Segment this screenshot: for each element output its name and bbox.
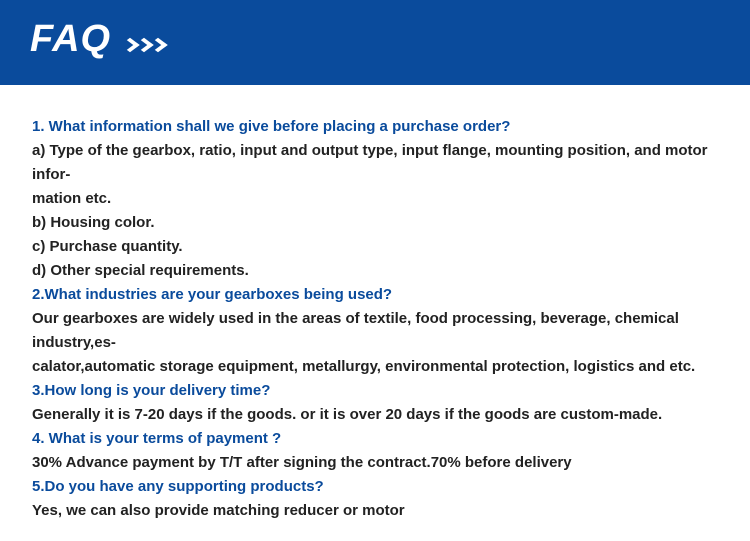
chevron-right-icon bbox=[124, 38, 163, 56]
faq-question-2: 2.What industries are your gearboxes bei… bbox=[32, 283, 718, 307]
faq-title: FAQ bbox=[30, 18, 111, 61]
faq-answer-5: Yes, we can also provide matching reduce… bbox=[32, 499, 718, 523]
faq-answer-1a2: mation etc. bbox=[32, 187, 718, 211]
faq-answer-1d: d) Other special requirements. bbox=[32, 259, 718, 283]
faq-content: 1. What information shall we give before… bbox=[0, 85, 750, 541]
faq-question-3: 3.How long is your delivery time? bbox=[32, 379, 718, 403]
faq-question-1: 1. What information shall we give before… bbox=[32, 115, 718, 139]
faq-answer-2a: Our gearboxes are widely used in the are… bbox=[32, 307, 718, 355]
faq-question-5: 5.Do you have any supporting products? bbox=[32, 475, 718, 499]
faq-header: FAQ bbox=[0, 0, 750, 85]
faq-question-4: 4. What is your terms of payment ? bbox=[32, 427, 718, 451]
faq-answer-1c: c) Purchase quantity. bbox=[32, 235, 718, 259]
faq-answer-3: Generally it is 7-20 days if the goods. … bbox=[32, 403, 718, 427]
faq-answer-2b: calator,automatic storage equipment, met… bbox=[32, 355, 718, 379]
faq-answer-1b: b) Housing color. bbox=[32, 211, 718, 235]
faq-answer-4: 30% Advance payment by T/T after signing… bbox=[32, 451, 718, 475]
faq-answer-1a: a) Type of the gearbox, ratio, input and… bbox=[32, 139, 718, 187]
